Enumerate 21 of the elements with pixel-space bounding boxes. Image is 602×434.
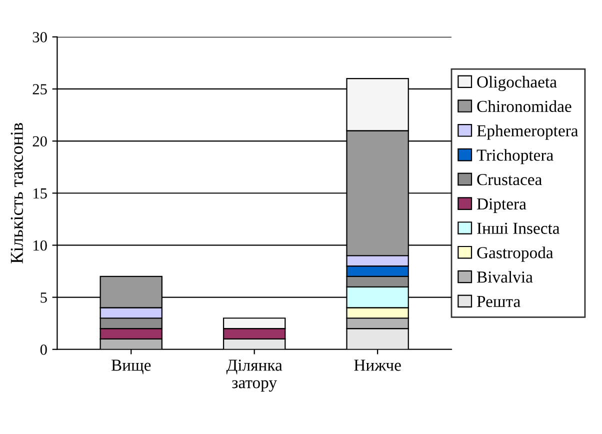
y-axis-title: Кількість таксонів	[10, 123, 23, 264]
y-tick-label: 30	[32, 32, 47, 42]
legend-label: Решта	[476, 296, 520, 308]
y-tick-label: 0	[40, 344, 47, 355]
x-tick-label: Нижче	[354, 360, 401, 371]
y-tick-label: 5	[40, 292, 47, 303]
legend-label: Diptera	[476, 198, 526, 213]
legend-label: Ephemeroptera	[476, 124, 578, 140]
x-tick-label: Ділянка затору	[226, 360, 282, 392]
legend-label: Інші Insecta	[477, 222, 560, 234]
y-tick-label: 25	[32, 84, 47, 94]
y-tick-label: 10	[34, 240, 47, 251]
legend-label: Gastropoda	[477, 246, 554, 262]
x-tick-label: Вище	[111, 360, 151, 374]
legend-label: Chironomidae	[477, 100, 572, 112]
y-tick-label: 15	[34, 188, 47, 199]
legend-label: Bivalvia	[476, 270, 533, 283]
legend-label: Oligochaeta	[477, 76, 557, 92]
legend-label: Crustacea	[477, 174, 542, 186]
y-tick-label: 20	[32, 136, 47, 146]
legend-label: Trichoptera	[476, 149, 554, 164]
